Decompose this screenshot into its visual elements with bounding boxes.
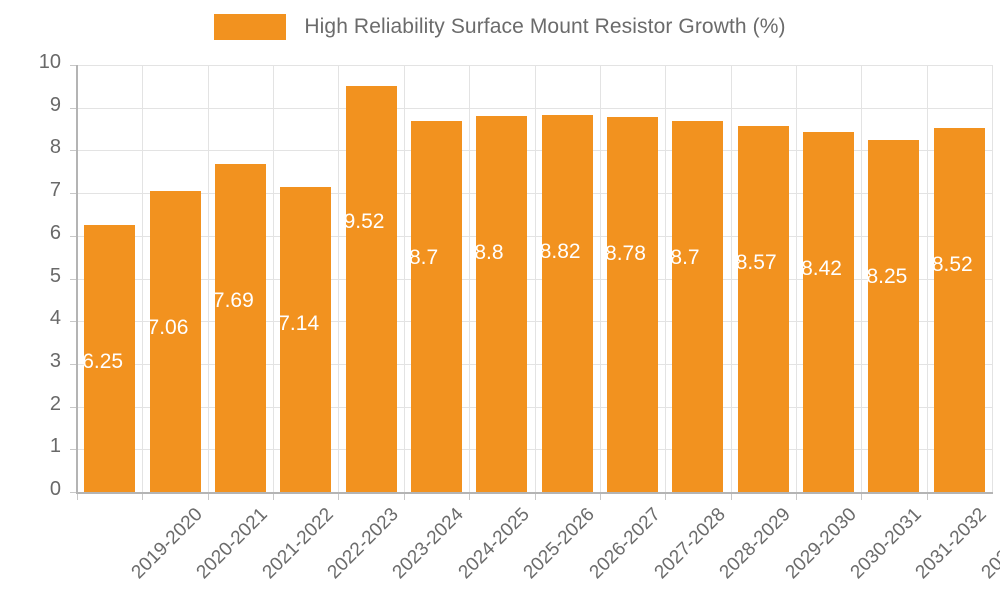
gridline-vertical xyxy=(926,65,928,492)
x-axis-tick-label: 2021-2022 xyxy=(258,504,338,584)
gridline-vertical xyxy=(730,65,732,492)
y-axis-tick-mark xyxy=(70,278,77,280)
x-axis-tick-label: 2023-2024 xyxy=(389,504,469,584)
gridline-vertical xyxy=(403,65,405,492)
y-axis-tick-label: 2 xyxy=(49,392,61,415)
gridline-vertical xyxy=(273,65,275,492)
bar[interactable] xyxy=(868,139,920,492)
bar[interactable] xyxy=(345,85,397,492)
y-axis-tick-label: 0 xyxy=(49,478,61,500)
bar[interactable] xyxy=(84,225,136,492)
gridline-vertical xyxy=(795,65,797,492)
bar-value-label: 8.78 xyxy=(605,242,646,266)
y-axis-tick-label: 8 xyxy=(49,136,61,159)
x-axis-tick-mark xyxy=(861,492,863,500)
y-axis-tick-label: 1 xyxy=(49,435,61,458)
x-axis-tick-mark xyxy=(926,492,928,500)
y-axis-tick-mark xyxy=(70,107,77,109)
x-axis-tick-mark xyxy=(338,492,340,500)
bar[interactable] xyxy=(737,126,789,492)
gridline-vertical xyxy=(142,65,144,492)
x-axis-tick-mark xyxy=(599,492,601,500)
gridline-vertical xyxy=(207,65,209,492)
x-axis-tick-mark xyxy=(730,492,732,500)
gridline-vertical xyxy=(338,65,340,492)
bar[interactable] xyxy=(280,187,332,492)
gridline-vertical xyxy=(599,65,601,492)
y-axis-tick-mark xyxy=(70,150,77,152)
bar-value-label: 8.57 xyxy=(735,251,777,275)
bar-value-label: 8.7 xyxy=(408,245,439,269)
bar[interactable] xyxy=(933,128,985,492)
y-axis-line xyxy=(76,65,78,493)
y-axis-tick-label: 5 xyxy=(49,264,61,287)
bar[interactable] xyxy=(476,116,528,492)
y-axis-tick-mark xyxy=(70,363,77,365)
y-axis-tick-mark xyxy=(70,321,77,323)
y-axis-tick-mark xyxy=(70,235,77,237)
x-axis-line xyxy=(76,492,993,494)
x-axis-tick-mark xyxy=(534,492,536,500)
y-axis-tick-label: 3 xyxy=(49,349,61,372)
bar-value-label: 7.14 xyxy=(278,312,320,336)
y-axis-tick-label: 7 xyxy=(49,179,61,202)
bar[interactable] xyxy=(541,115,593,492)
legend-item[interactable]: High Reliability Surface Mount Resistor … xyxy=(214,14,785,40)
x-axis-tick-mark xyxy=(403,492,405,500)
bar-value-label: 8.8 xyxy=(474,241,504,265)
bar[interactable] xyxy=(214,163,266,492)
bar[interactable] xyxy=(803,132,855,492)
x-axis-tick-mark xyxy=(665,492,667,500)
y-axis-tick-mark xyxy=(70,65,77,66)
y-axis-tick-mark xyxy=(70,449,77,451)
y-axis-tick-mark xyxy=(70,406,77,408)
bar[interactable] xyxy=(410,120,462,492)
gridline-vertical xyxy=(665,65,667,492)
x-axis-tick-label: 2020-2021 xyxy=(192,504,273,584)
y-axis-tick-label: 10 xyxy=(38,51,61,73)
legend-item-label: High Reliability Surface Mount Resistor … xyxy=(304,15,786,38)
y-axis-tick-label: 4 xyxy=(49,307,61,330)
y-axis-tick-mark xyxy=(70,492,77,493)
bar-value-label: 8.82 xyxy=(539,240,581,264)
x-axis-tick-mark xyxy=(77,492,78,500)
x-axis-tick-label: 2031-2032 xyxy=(911,504,992,584)
chart-legend: High Reliability Surface Mount Resistor … xyxy=(0,6,1000,48)
x-axis-tick-label: 2026-2027 xyxy=(585,504,665,584)
bar-value-label: 8.52 xyxy=(931,253,973,277)
legend-swatch-icon xyxy=(214,14,287,40)
gridline-vertical xyxy=(534,65,536,492)
bar-value-label: 8.25 xyxy=(866,264,908,288)
bar-value-label: 7.06 xyxy=(147,315,189,339)
x-axis-tick-mark xyxy=(795,492,797,500)
gridline-vertical xyxy=(861,65,863,492)
bar[interactable] xyxy=(672,120,724,492)
x-axis-tick-mark xyxy=(142,492,144,500)
x-axis-tick-mark xyxy=(273,492,275,500)
bar-value-label: 6.25 xyxy=(82,350,124,374)
y-axis-tick-mark xyxy=(70,193,77,195)
bar-value-label: 8.42 xyxy=(801,257,842,281)
bar-value-label: 8.7 xyxy=(670,245,700,269)
y-axis-tick-label: 6 xyxy=(49,221,61,244)
x-axis-tick-mark xyxy=(469,492,471,500)
x-axis-tick-mark xyxy=(207,492,209,500)
y-axis-tick-label: 9 xyxy=(49,93,61,116)
gridline-vertical xyxy=(992,65,993,492)
x-axis-tick-label: 2029-2030 xyxy=(781,504,861,584)
plot-area: 6.25 7.06 7.69 7.14 9.52 8.7 8.8 8.82 8.78 8.7 8.5… xyxy=(70,65,993,500)
bar-value-label: 9.52 xyxy=(343,210,385,234)
bar[interactable] xyxy=(149,190,201,492)
gridline-vertical xyxy=(469,65,471,492)
bar[interactable] xyxy=(607,117,658,492)
bar-value-label: 7.69 xyxy=(212,288,254,312)
